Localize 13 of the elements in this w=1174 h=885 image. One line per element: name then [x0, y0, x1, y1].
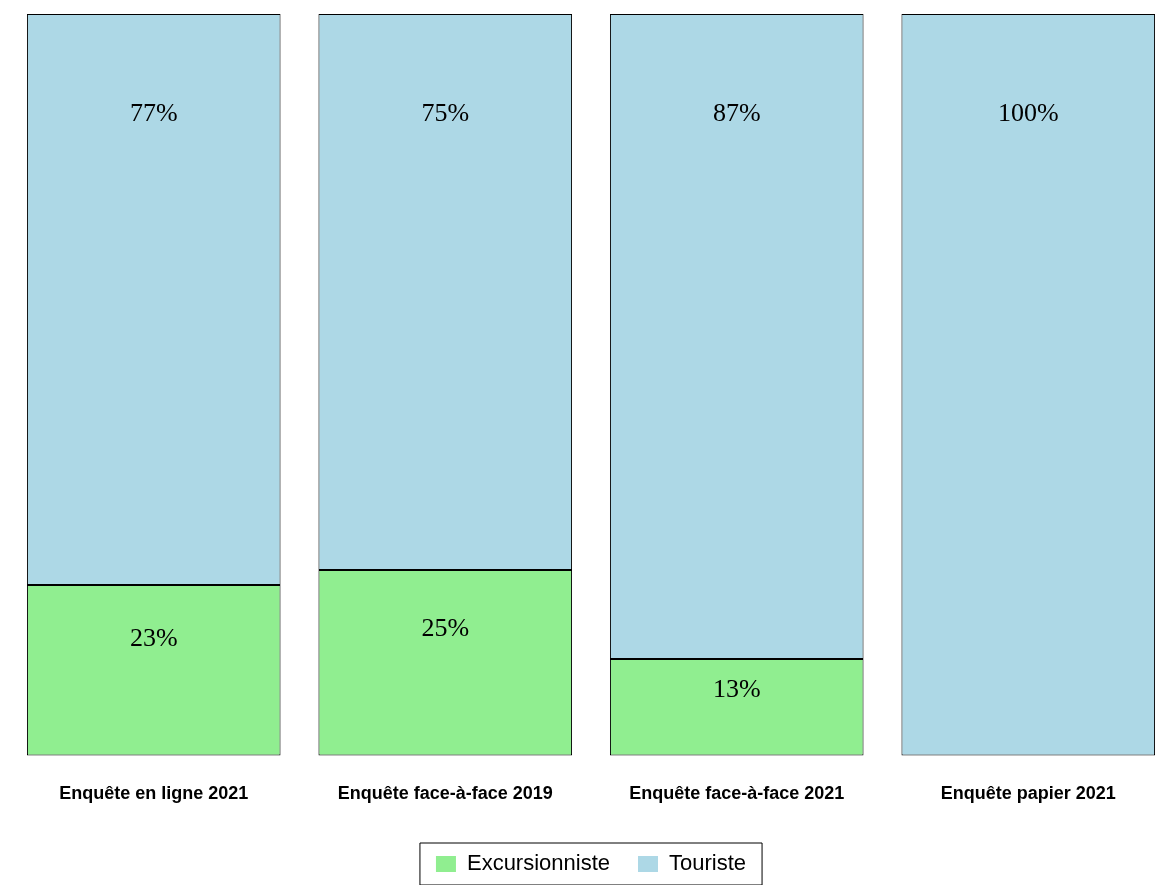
data-label: 23%	[129, 623, 178, 653]
x-tick-label: Enquête face-à-face 2021	[629, 783, 845, 804]
data-label: 13%	[712, 673, 761, 703]
data-label: 77%	[129, 97, 178, 127]
x-tick-label: Enquête papier 2021	[940, 783, 1116, 804]
x-tick-label: Enquête face-à-face 2019	[337, 783, 553, 804]
x-tick-label: Enquête en ligne 2021	[59, 783, 249, 804]
data-label: 25%	[421, 613, 470, 643]
data-label: 87%	[712, 97, 761, 127]
data-label: 100%	[997, 97, 1059, 127]
legend-label: Touriste	[669, 850, 747, 876]
data-label: 75%	[421, 97, 470, 127]
legend-label: Excursionniste	[466, 850, 611, 876]
